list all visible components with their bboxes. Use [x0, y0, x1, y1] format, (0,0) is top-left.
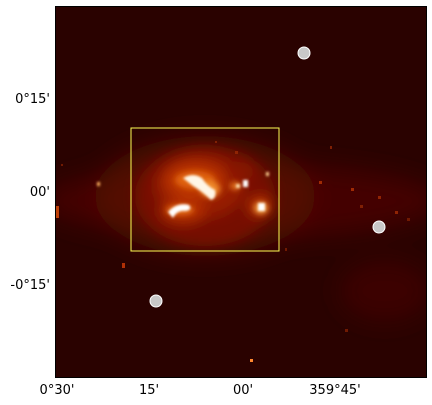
x-tick-label: 15': [109, 384, 189, 398]
emission-map: [55, 6, 427, 378]
source-marker-1[interactable]: [298, 47, 310, 59]
y-tick-label: 00': [0, 186, 50, 200]
central-cloud-complex: [135, 146, 275, 246]
y-tick-label: -0°15': [0, 279, 50, 293]
source-marker-3[interactable]: [150, 295, 162, 307]
x-tick-label: 0°30': [17, 384, 97, 398]
source-marker-2[interactable]: [373, 221, 385, 233]
x-tick-label: 359°45': [295, 384, 375, 398]
sky-image: [55, 6, 427, 378]
x-tick-label: 00': [203, 384, 283, 398]
y-tick-label: 0°15': [0, 93, 50, 107]
